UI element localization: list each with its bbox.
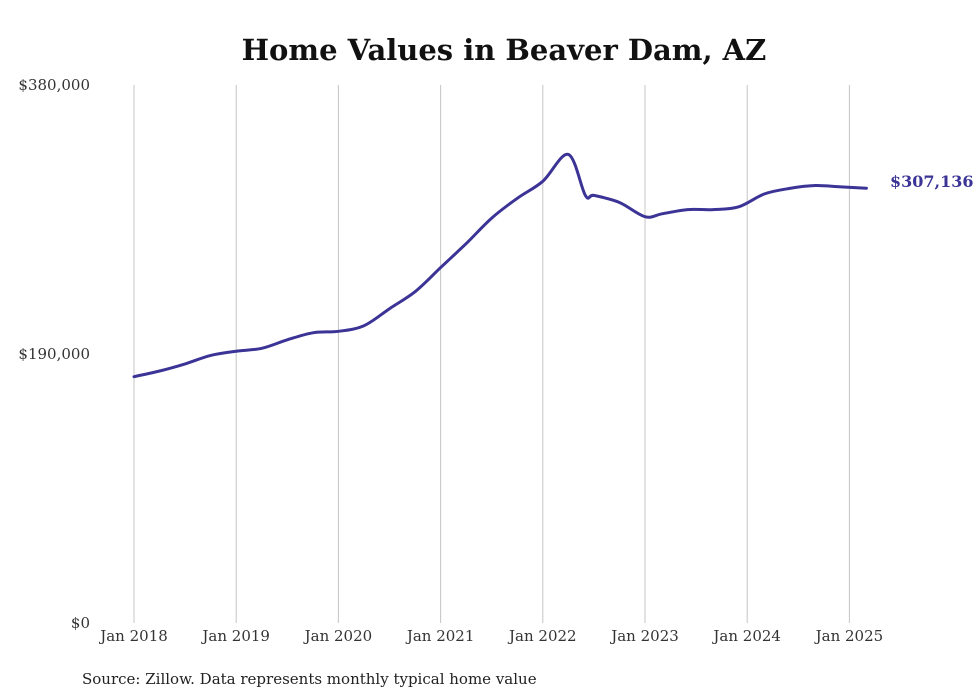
x-tick-label: Jan 2020 [303, 627, 373, 645]
chart-title: Home Values in Beaver Dam, AZ [242, 33, 767, 67]
x-tick-label: Jan 2019 [200, 627, 270, 645]
x-tick-label: Jan 2022 [507, 627, 577, 645]
series-line-home-value [132, 152, 868, 379]
x-tick-label: Jan 2023 [609, 627, 679, 645]
x-tick-label: Jan 2025 [814, 627, 884, 645]
y-tick-label: $190,000 [18, 345, 90, 363]
y-tick-label: $380,000 [18, 76, 90, 94]
x-tick-label: Jan 2021 [405, 627, 475, 645]
y-axis-ticks: $0 $190,000 $380,000 [18, 76, 90, 632]
x-tick-label: Jan 2018 [98, 627, 168, 645]
x-axis-ticks: Jan 2018 Jan 2019 Jan 2020 Jan 2021 Jan 2022… [98, 627, 883, 645]
x-tick-label: Jan 2024 [711, 627, 781, 645]
y-tick-label: $0 [71, 614, 90, 632]
end-value-label: $307,136 [890, 172, 974, 191]
source-note: Source: Zillow. Data represents monthly … [82, 670, 537, 688]
vertical-gridlines [133, 85, 850, 623]
